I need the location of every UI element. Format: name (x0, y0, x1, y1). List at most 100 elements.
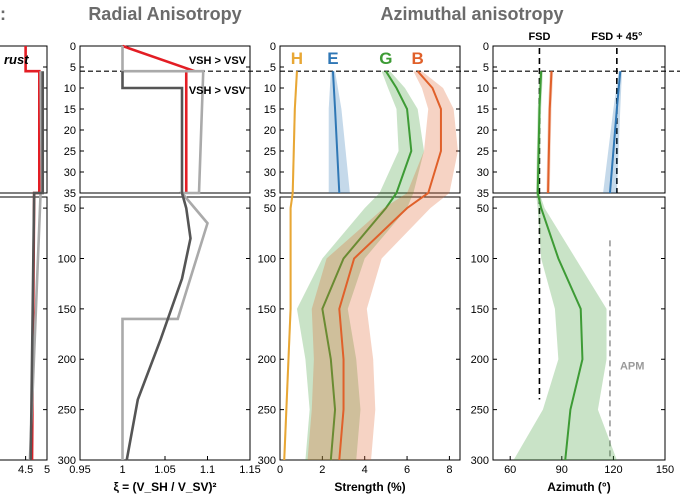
y-tick-label: 5 (483, 62, 489, 74)
y-tick-label: 15 (264, 104, 276, 116)
y-tick-label: 15 (477, 104, 489, 116)
figure-title-azimuthal: Azimuthal anisotropy (380, 4, 563, 24)
series-line (121, 71, 192, 461)
y-tick-label: 200 (471, 354, 489, 366)
series-line (536, 71, 584, 461)
series-line (331, 71, 341, 194)
x-tick-label: 8 (446, 464, 452, 476)
panel-frame-bottom (492, 196, 666, 461)
y-tick-label: 5 (70, 62, 76, 74)
y-tick-label: 100 (58, 253, 76, 265)
panel-3: 0 5 10 15 20 25 30 35 50 100 150 200 250 300 60 90 120 15… (471, 31, 680, 494)
x-tick-label: 120 (604, 464, 622, 476)
y-tick-label: 35 (477, 188, 489, 200)
y-tick-label: 150 (471, 304, 489, 316)
series-line (608, 71, 622, 194)
y-tick-label: 35 (264, 188, 276, 200)
panel-annotation: VSH > VSV (189, 55, 247, 67)
panel-annotation: VSH > VSV (189, 85, 247, 97)
series-label: G (379, 49, 392, 68)
series-band (296, 71, 424, 460)
y-tick-label: 250 (471, 405, 489, 417)
y-tick-label: 30 (64, 167, 76, 179)
panel-frame-top (492, 45, 666, 194)
x-tick-label: 90 (556, 464, 568, 476)
x-axis-label: Azimuth (°) (547, 480, 610, 494)
y-tick-label: 200 (258, 354, 276, 366)
figure-title-radial: Radial Anisotropy (88, 4, 241, 24)
panel-frame-top (279, 45, 461, 194)
y-tick-label: 25 (264, 146, 276, 158)
y-tick-label: 0 (270, 41, 276, 53)
y-tick-label: 20 (477, 125, 489, 137)
y-tick-label: 150 (58, 304, 76, 316)
y-tick-label: 5 (270, 62, 276, 74)
series-line (338, 70, 442, 461)
x-tick-label: 0.95 (69, 464, 90, 476)
panel-0: 4.5 5 rust (0, 45, 50, 476)
x-tick-label: 60 (504, 464, 516, 476)
x-tick-label: 4.5 (18, 464, 33, 476)
x-tick-label: 6 (404, 464, 410, 476)
panel-frame-bottom (279, 196, 461, 461)
x-tick-label: 0 (277, 464, 283, 476)
series-band (513, 71, 617, 460)
x-tick-label: 1 (119, 464, 125, 476)
y-tick-label: 300 (258, 455, 276, 467)
x-tick-label: 2 (319, 464, 325, 476)
series-band (307, 71, 458, 460)
y-tick-label: 300 (58, 455, 76, 467)
y-tick-label: 30 (264, 167, 276, 179)
series-label: B (412, 49, 424, 68)
y-tick-label: 35 (64, 188, 76, 200)
y-tick-label: 250 (58, 405, 76, 417)
panel-annotation: rust (4, 52, 29, 67)
y-tick-label: 10 (264, 83, 276, 95)
y-tick-label: 0 (70, 41, 76, 53)
vline-label: APM (620, 361, 644, 373)
y-tick-label: 20 (64, 125, 76, 137)
panel-frame-bottom (0, 196, 48, 461)
panel-frame-top (79, 45, 251, 194)
series-label: E (327, 49, 338, 68)
vline-label: FSD + 45° (591, 31, 642, 43)
series-line (547, 71, 553, 194)
y-tick-label: 100 (471, 253, 489, 265)
series-line (321, 70, 413, 461)
panels: 4.5 5rust05101520253035501001502002503000… (0, 31, 680, 494)
y-tick-label: 50 (477, 203, 489, 215)
figure-title-fragment: : (0, 4, 6, 24)
y-tick-label: 20 (264, 125, 276, 137)
y-tick-label: 50 (264, 203, 276, 215)
x-tick-label: 1.15 (239, 464, 260, 476)
series-line (283, 71, 298, 461)
vline-label: FSD (528, 31, 550, 43)
y-tick-label: 300 (471, 455, 489, 467)
y-tick-label: 30 (477, 167, 489, 179)
y-tick-label: 10 (64, 83, 76, 95)
y-tick-label: 10 (477, 83, 489, 95)
x-tick-label: 4 (362, 464, 368, 476)
series-line (122, 44, 196, 193)
x-axis-label: ξ = (V_SH / V_SV)² (113, 480, 216, 494)
x-axis-label: Strength (%) (334, 480, 405, 494)
x-tick-label: 150 (656, 464, 674, 476)
y-tick-label: 200 (58, 354, 76, 366)
series-line (121, 46, 209, 460)
panel-frame-top (0, 45, 48, 194)
y-tick-label: 15 (64, 104, 76, 116)
x-tick-label: 1.1 (200, 464, 215, 476)
series-label: H (291, 49, 303, 68)
series-line (29, 71, 45, 461)
y-tick-label: 250 (258, 405, 276, 417)
x-tick-label: 5 (44, 464, 50, 476)
y-tick-label: 25 (477, 146, 489, 158)
x-tick-label: 1.05 (154, 464, 175, 476)
y-tick-label: 150 (258, 304, 276, 316)
y-tick-label: 25 (64, 146, 76, 158)
y-tick-label: 50 (64, 203, 76, 215)
y-tick-label: 0 (483, 41, 489, 53)
